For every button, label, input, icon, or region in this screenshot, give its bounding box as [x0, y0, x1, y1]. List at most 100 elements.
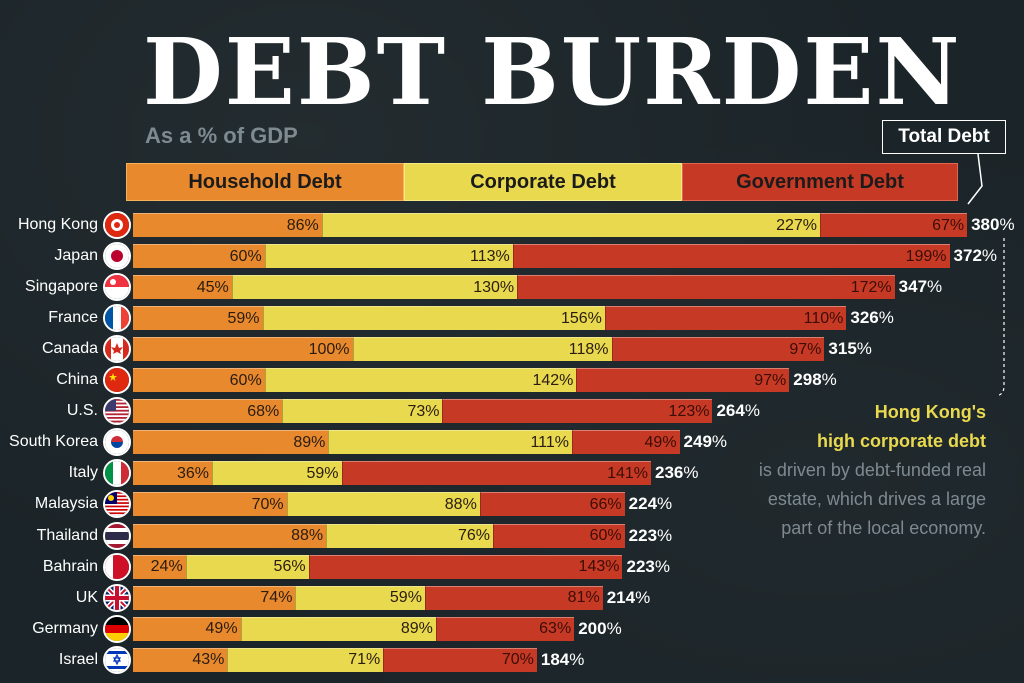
country-label: UK: [75, 588, 98, 606]
corporate-bar: 56%: [185, 554, 309, 579]
household-bar: 74%: [133, 585, 296, 610]
corporate-bar: 59%: [295, 585, 425, 610]
government-bar: 70%: [383, 647, 537, 672]
data-label: 141%: [607, 464, 648, 482]
data-label: 113%: [469, 247, 510, 265]
government-bar: 60%: [492, 523, 625, 548]
total-label: 315%: [828, 339, 872, 359]
household-bar: 70%: [133, 492, 287, 517]
china-flag-icon: [103, 366, 131, 395]
corporate-bar: 89%: [240, 616, 436, 641]
government-bar: 97%: [576, 368, 790, 393]
data-label: 97%: [754, 371, 787, 389]
government-bar: 172%: [517, 275, 895, 300]
country-label: Germany: [32, 619, 98, 637]
data-label: 56%: [273, 558, 306, 576]
thailand-flag-icon: [103, 521, 131, 550]
data-label: 143%: [578, 558, 620, 576]
corporate-bar: 111%: [328, 430, 572, 455]
data-label: 59%: [227, 309, 260, 327]
data-label: 59%: [389, 589, 422, 607]
household-bar: 68%: [133, 399, 283, 424]
data-label: 49%: [644, 433, 677, 451]
data-label: 118%: [568, 340, 609, 358]
data-label: 59%: [306, 464, 339, 482]
legend-government: Government Debt: [682, 163, 958, 201]
total-label: 184%: [540, 649, 585, 669]
country-label: Japan: [54, 247, 98, 265]
data-label: 123%: [668, 402, 710, 420]
data-label: 74%: [260, 589, 293, 607]
corporate-bar: 73%: [282, 399, 443, 424]
country-label: Italy: [68, 464, 98, 482]
data-label: 142%: [532, 371, 574, 389]
country-label: Israel: [58, 650, 98, 668]
data-label: 156%: [560, 309, 602, 327]
us-flag-icon: [103, 397, 131, 426]
country-label: China: [56, 371, 98, 389]
total-label: 223%: [628, 525, 673, 545]
corporate-bar: 76%: [326, 523, 493, 548]
malaysia-flag-icon: [103, 490, 131, 519]
government-bar: 143%: [308, 554, 623, 579]
data-label: 70%: [251, 495, 284, 513]
country-label: Canada: [41, 340, 98, 358]
corporate-bar: 118%: [352, 337, 612, 362]
data-label: 111%: [530, 433, 569, 451]
hong-kong-callout: Hong Kong's high corporate debt is drive…: [700, 398, 986, 543]
data-label: 81%: [567, 589, 600, 607]
total-label: 347%: [898, 277, 943, 297]
legend-household: Household Debt: [126, 163, 404, 201]
total-label: 223%: [626, 556, 670, 576]
corporate-bar: 59%: [212, 461, 342, 486]
corporate-bar: 88%: [286, 492, 480, 517]
corporate-bar: 71%: [227, 647, 384, 672]
country-label: Hong Kong: [17, 216, 98, 233]
callout-line-5: part of the local economy.: [781, 518, 986, 538]
government-bar: 199%: [512, 244, 950, 269]
data-label: 45%: [196, 278, 229, 296]
chart-subtitle: As a % of GDP: [145, 123, 298, 148]
callout-line-2: high corporate debt: [816, 431, 986, 451]
government-bar: 66%: [479, 492, 625, 517]
government-bar: 49%: [572, 430, 680, 455]
total-label: 372%: [953, 246, 998, 266]
household-bar: 86%: [133, 213, 322, 237]
household-bar: 59%: [133, 306, 263, 331]
household-bar: 43%: [133, 647, 228, 672]
data-label: 60%: [229, 247, 262, 265]
legend-corporate: Corporate Debt: [404, 163, 682, 201]
data-label: 100%: [308, 340, 350, 358]
data-label: 66%: [589, 495, 622, 513]
total-label: 380%: [971, 215, 1015, 234]
government-bar: 110%: [604, 306, 847, 331]
singapore-flag-icon: [103, 273, 131, 302]
hk-flag-icon: [103, 211, 131, 239]
total-label: 326%: [850, 308, 894, 328]
household-bar: 88%: [133, 523, 327, 548]
total-label: 214%: [606, 587, 651, 607]
callout-line-4: estate, which drives a large: [767, 489, 986, 509]
data-label: 97%: [789, 340, 822, 358]
corporate-bar: 113%: [264, 244, 513, 269]
data-label: 60%: [589, 527, 622, 544]
data-label: 172%: [850, 278, 892, 296]
total-label: 264%: [716, 401, 760, 421]
data-label: 49%: [205, 620, 238, 638]
total-label: 298%: [793, 370, 837, 390]
germany-flag-icon: [103, 614, 131, 643]
data-label: 73%: [407, 402, 440, 420]
household-bar: 89%: [133, 430, 329, 455]
data-label: 130%: [473, 278, 515, 296]
data-label: 70%: [501, 651, 534, 669]
total-label: 224%: [628, 494, 673, 514]
country-label: Singapore: [25, 278, 98, 296]
country-label: South Korea: [9, 433, 98, 451]
data-label: 199%: [905, 247, 947, 265]
data-label: 43%: [192, 651, 225, 669]
household-bar: 45%: [133, 275, 232, 300]
callout-connector: [998, 238, 1005, 397]
household-bar: 36%: [133, 461, 213, 486]
government-bar: 97%: [611, 337, 825, 362]
canada-flag-icon: [103, 335, 131, 364]
